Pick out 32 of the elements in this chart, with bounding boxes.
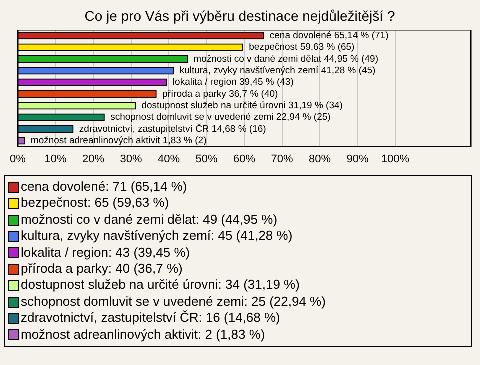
x-tick-label: 50% (196, 153, 218, 166)
data-label: schopnost domluvit se v uvedené zemi 22,94 % (25) (110, 112, 331, 124)
data-label: bezpečnost 59,63 % (65) (249, 42, 355, 54)
x-tick-label: 20% (82, 153, 105, 166)
x-tick-label: 10% (44, 153, 67, 166)
x-tick-label: 100% (381, 153, 410, 166)
legend-label: cena dovolené: 71 (65,14 %) (21, 179, 188, 196)
data-label: dostupnost služeb na určité úrovni 31,19 % (34) (142, 100, 343, 112)
x-tick-label: 40% (158, 153, 180, 166)
legend-label: bezpečnost: 65 (59,63 %) (21, 195, 170, 212)
x-tick-label: 80% (308, 153, 332, 166)
data-label: lokalita / region 39,45 % (43) (172, 77, 294, 88)
legend-label: možnosti co v dané zemi dělat: 49 (44,95 %) (21, 212, 278, 228)
legend-label: lokalita / region: 43 (39,45 %) (21, 244, 190, 262)
data-label: možnosti co v dané zemi dělat 44,95 % (49) (194, 54, 379, 65)
x-tick-label: 70% (271, 153, 294, 166)
x-tick-label: 90% (346, 153, 369, 166)
data-label: možnost adreanlinových aktivit 1,83 % (2) (30, 136, 207, 147)
x-tick-label: 0% (10, 153, 26, 166)
chart-title: Co je pro Vás při výběru destinace nejdůležitější ? (84, 8, 396, 24)
legend-label: dostupnost služeb na určité úrovni: 34 (31,19 %) (21, 277, 300, 294)
legend-label: kultura, zvyky navštívených zemí: 45 (41,28 %) (21, 228, 293, 245)
data-label: příroda a parky 36,7 % (40) (162, 88, 278, 100)
legend-label: schopnost domluvit se v uvedené zemi: 25 (22,94 %) (21, 294, 326, 310)
data-label: cena dovolené 65,14 % (71) (270, 30, 389, 42)
legend-label: možnost adreanlinových aktivit: 2 (1,83 %) (21, 326, 266, 344)
x-tick-label: 60% (233, 153, 256, 166)
x-tick-label: 30% (120, 153, 142, 166)
data-label: zdravotnictví, zastupitelství ČR 14,68 % (16) (79, 122, 266, 135)
legend-label: příroda a parky: 40 (36,7 %) (21, 261, 183, 278)
legend-label: zdravotnictví, zastupitelství ČR: 16 (14,68 %) (21, 310, 280, 327)
data-label: kultura, zvyky navštívených zemí 41,28 % (45) (180, 66, 376, 77)
